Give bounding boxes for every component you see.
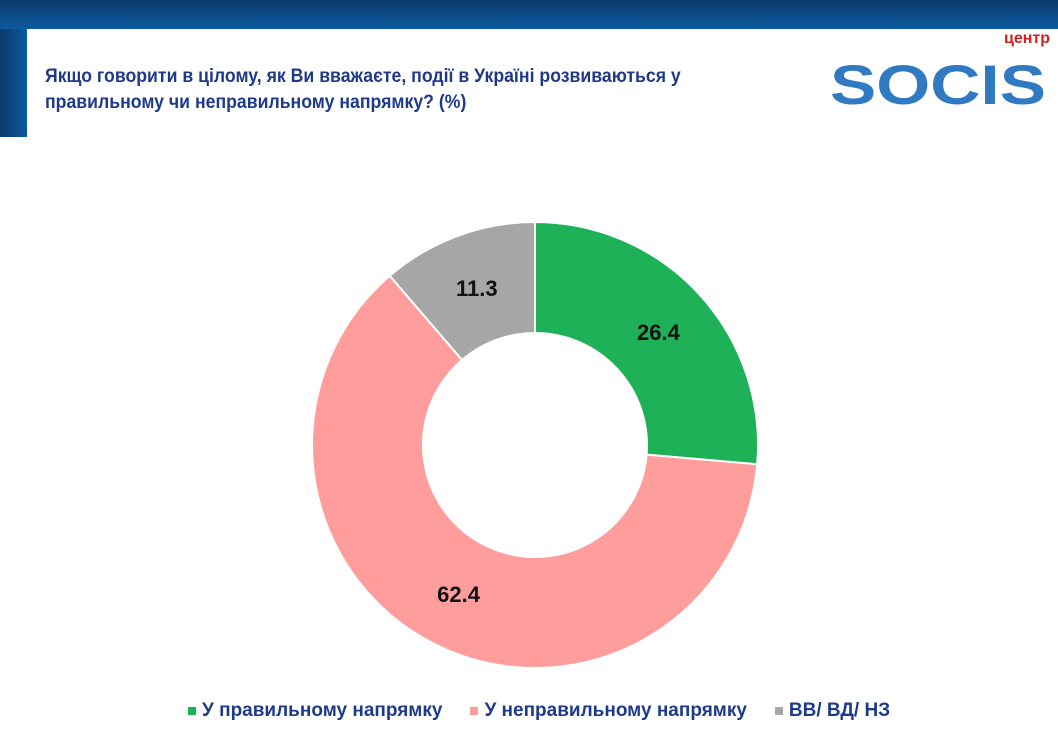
donut-slice: [311, 274, 759, 669]
header-bar: [0, 0, 1058, 29]
data-label: 11.3: [456, 276, 498, 301]
legend-swatch: [188, 707, 196, 715]
legend-item-wrong-direction: У неправильному напрямку: [470, 700, 747, 722]
data-label: 62.4: [437, 582, 481, 607]
legend-label: У неправильному напрямку: [484, 700, 747, 721]
logo-subtext: центр: [1003, 30, 1050, 47]
legend-label: У правильному напрямку: [202, 700, 443, 721]
legend-swatch: [470, 707, 479, 715]
socis-logo: центр SOCIS: [828, 30, 1050, 110]
legend-item-hard-to-say: ВВ/ ВД/ НЗ: [774, 700, 891, 722]
left-accent-bar: [0, 29, 27, 137]
legend-swatch: [774, 707, 783, 715]
legend: У правильному напрямку У неправильному н…: [188, 700, 890, 722]
donut-slice: [388, 220, 536, 362]
donut-slice: [534, 220, 759, 466]
logo-wordmark: SOCIS: [830, 54, 1046, 108]
donut-chart: 26.4 62.4 11.3: [311, 220, 759, 669]
legend-item-right-direction: У правильному напрямку: [188, 700, 442, 722]
data-label: 26.4: [637, 320, 681, 345]
svg-text:SOCIS: SOCIS: [830, 54, 1046, 108]
legend-label: ВВ/ ВД/ НЗ: [788, 700, 891, 721]
page-title: Якщо говорити в цілому, як Ви вважаєте, …: [45, 66, 681, 113]
